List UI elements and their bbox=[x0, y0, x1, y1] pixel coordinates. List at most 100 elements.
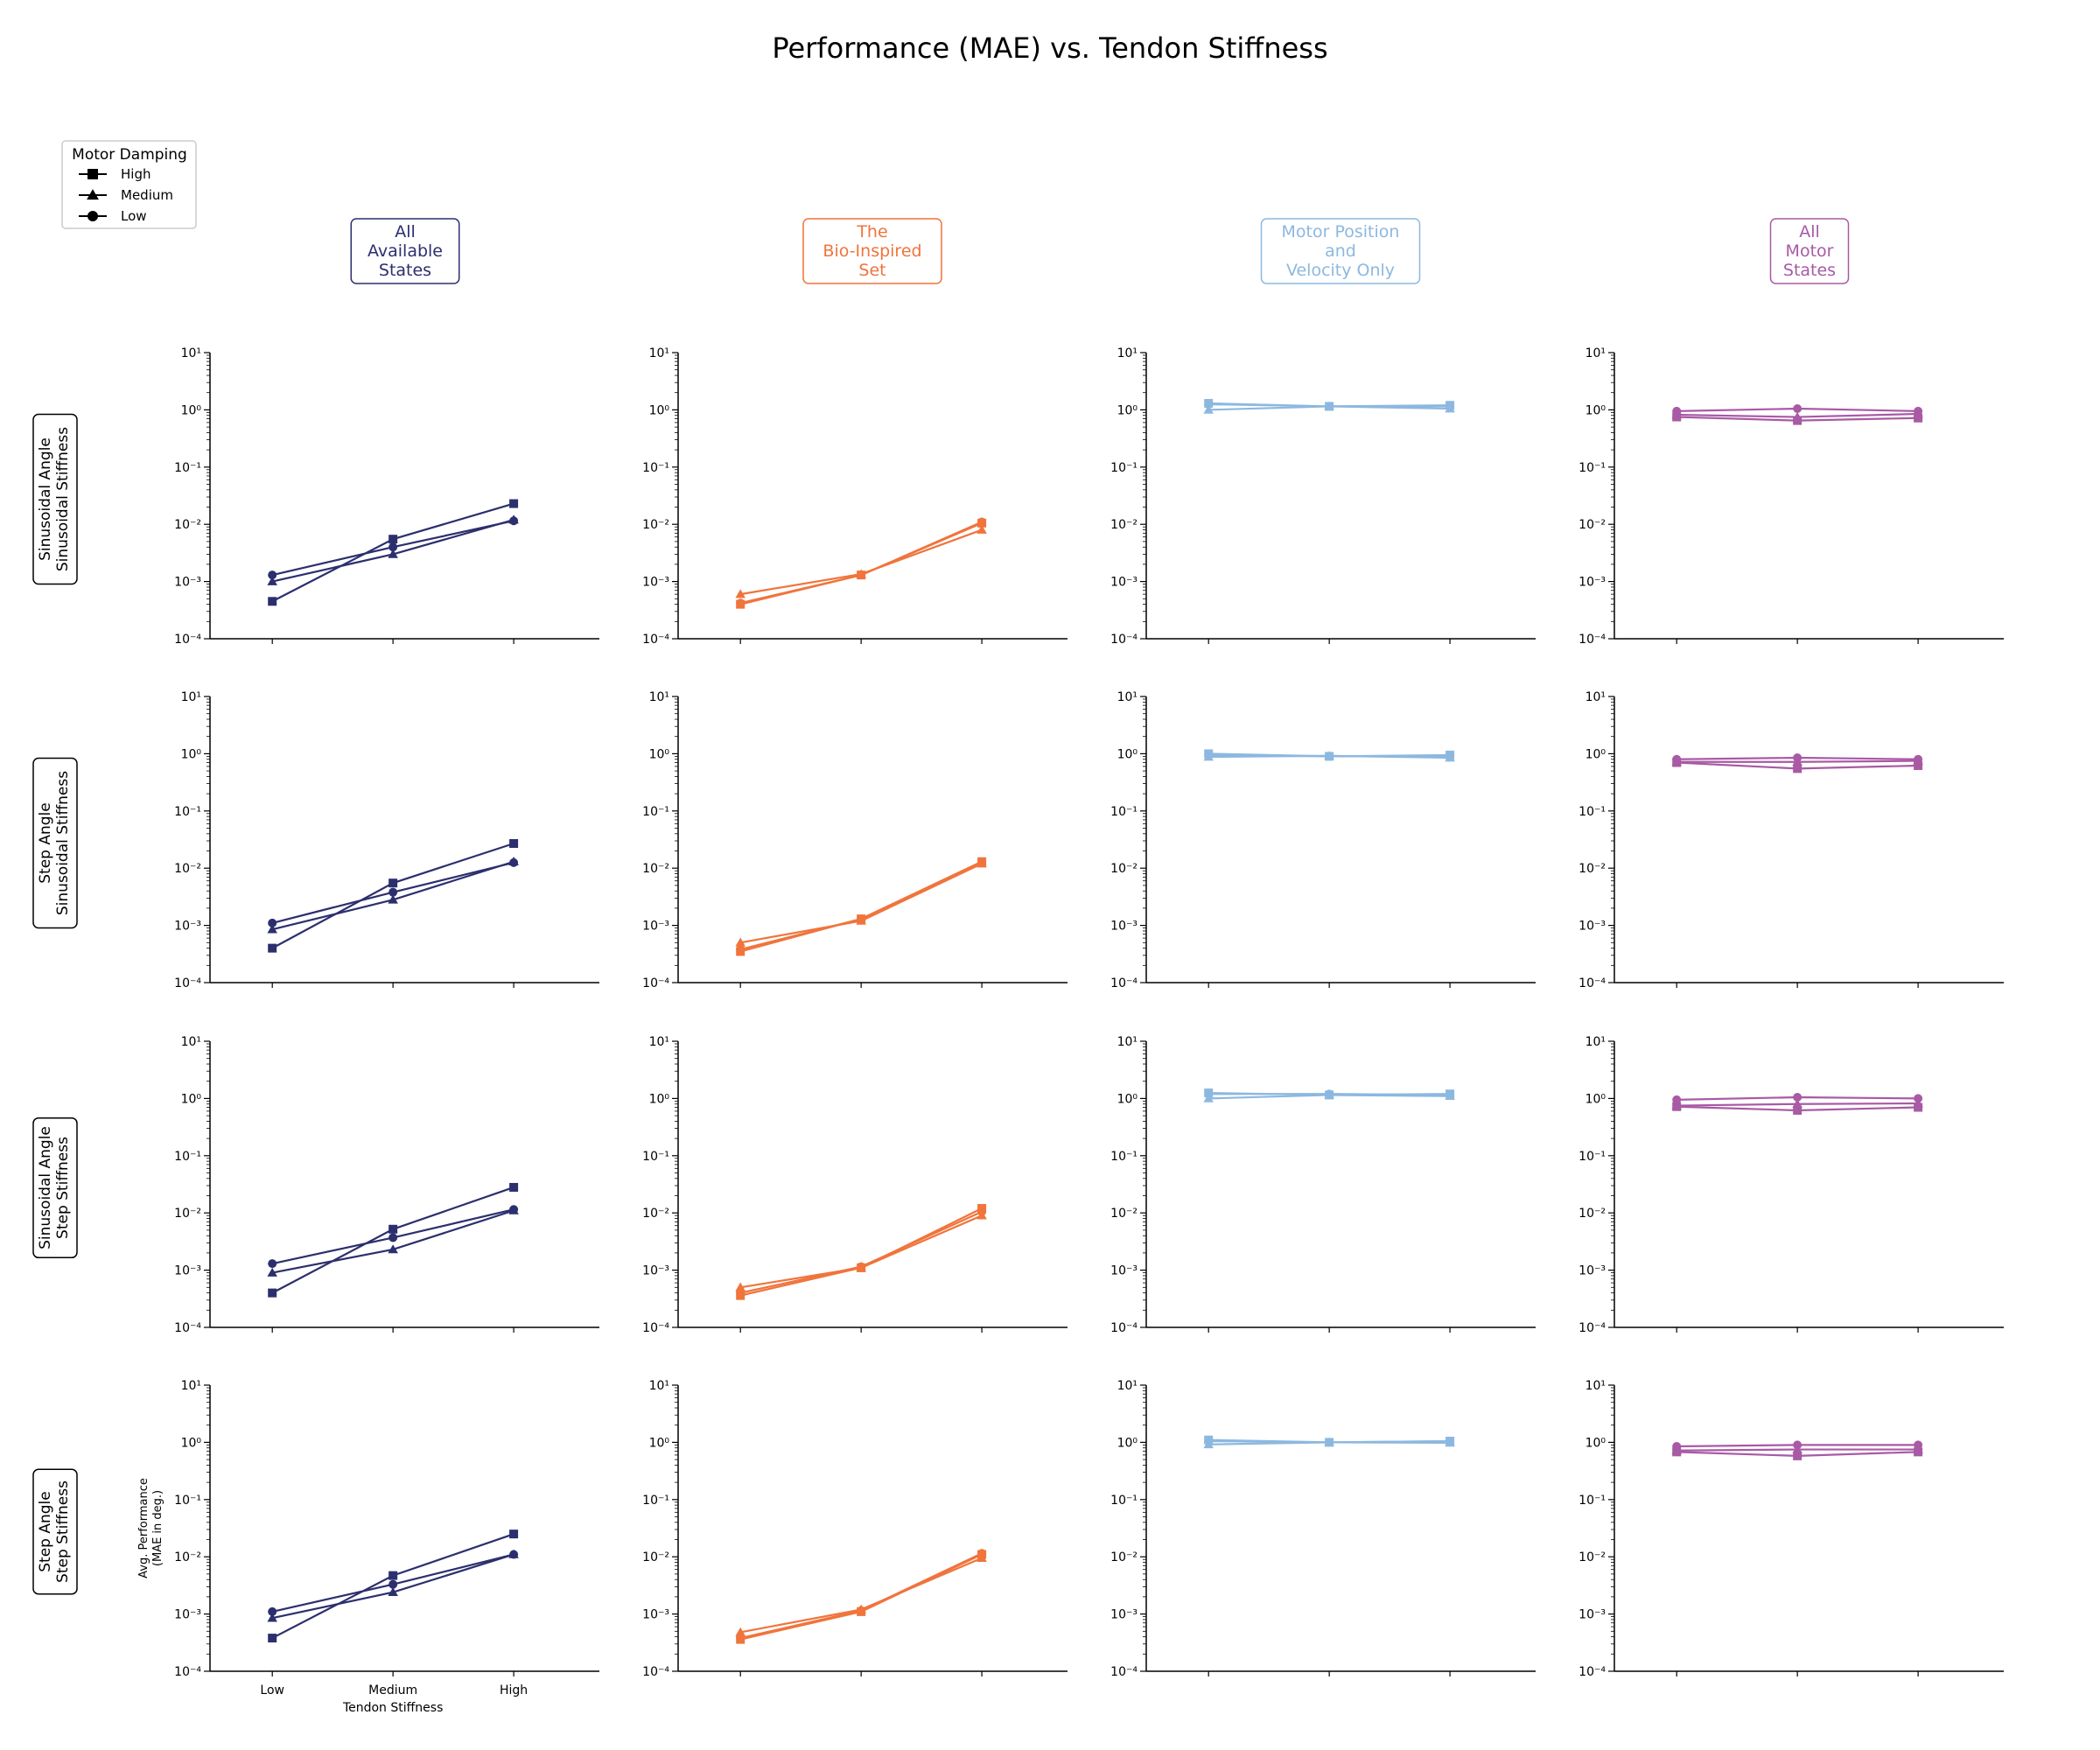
panel-r1-c3: 10⁻⁴ 10⁻³ 10⁻² 10⁻¹ 10⁰ 10¹ bbox=[1110, 346, 1536, 647]
data-point-low bbox=[977, 1549, 987, 1558]
data-point-low bbox=[1446, 752, 1455, 761]
y-tick-label: 10¹ bbox=[181, 346, 201, 360]
data-point-low bbox=[268, 570, 277, 580]
data-point-low bbox=[736, 945, 746, 955]
data-point-low bbox=[1204, 750, 1214, 760]
y-tick-label: 10⁻¹ bbox=[1578, 1150, 1606, 1164]
data-point-low bbox=[736, 598, 746, 608]
panels-grid: 10⁻⁴10⁻³10⁻²10⁻¹10⁰10¹10⁻⁴10⁻³10⁻²10⁻¹10… bbox=[137, 346, 2004, 1715]
y-tick-label: 10⁻⁴ bbox=[1578, 633, 1606, 647]
y-tick-label: 10⁻¹ bbox=[1110, 1150, 1138, 1164]
y-tick-label: 10¹ bbox=[649, 346, 669, 360]
data-point-medium bbox=[388, 1244, 398, 1254]
panel-r2-c3: 10⁻⁴ 10⁻³ 10⁻² 10⁻¹ 10⁰ 10¹ bbox=[1110, 690, 1536, 990]
data-point-low bbox=[857, 1262, 866, 1271]
data-point-medium bbox=[267, 924, 277, 934]
panel-r2-c1: 10⁻⁴ 10⁻³ 10⁻² 10⁻¹ 10⁰ 10¹ bbox=[174, 690, 599, 990]
series-low bbox=[1672, 753, 1923, 764]
y-tick-label: 10⁻² bbox=[1578, 1207, 1606, 1221]
y-tick-label: 10⁻⁴ bbox=[1578, 1321, 1606, 1335]
y-tick-label: 10⁻³ bbox=[1578, 1264, 1606, 1278]
row-header-2: Step Angle Sinusoidal Stiffness bbox=[32, 757, 78, 929]
series-low bbox=[1672, 1093, 1923, 1104]
y-tick-label: 10⁻¹ bbox=[1110, 1494, 1138, 1508]
data-point-high bbox=[1914, 1102, 1923, 1112]
y-tick-label: 10⁻² bbox=[1110, 1207, 1138, 1221]
y-tick-label: 10⁻³ bbox=[174, 576, 201, 590]
y-tick-label: 10⁻² bbox=[174, 1207, 201, 1221]
data-point-low bbox=[1914, 754, 1923, 764]
data-point-low bbox=[1672, 754, 1682, 764]
data-point-medium bbox=[735, 1627, 746, 1636]
data-point-medium bbox=[1792, 1098, 1802, 1109]
data-point-high bbox=[1793, 1105, 1802, 1115]
y-tick-label: 10⁰ bbox=[1117, 1092, 1138, 1106]
legend-frame bbox=[61, 140, 197, 229]
data-point-medium bbox=[976, 524, 987, 534]
data-point-low bbox=[1793, 404, 1802, 414]
data-point-low bbox=[977, 517, 987, 527]
y-tick-label: 10¹ bbox=[1117, 690, 1138, 704]
y-tick-label: 10⁻³ bbox=[1110, 576, 1138, 590]
y-tick-label: 10⁰ bbox=[649, 1092, 670, 1106]
data-point-medium bbox=[267, 1267, 277, 1277]
data-point-low bbox=[1446, 1090, 1455, 1100]
y-tick-label: 10⁰ bbox=[1586, 1092, 1606, 1106]
column-header-box bbox=[1769, 218, 1850, 284]
series-high bbox=[268, 838, 519, 953]
series-high bbox=[268, 499, 519, 606]
y-tick-label: 10⁻³ bbox=[1110, 1264, 1138, 1278]
column-header-line: and bbox=[1325, 242, 1356, 261]
series-low bbox=[268, 1550, 519, 1616]
data-point-low bbox=[1914, 1094, 1923, 1103]
series-high bbox=[268, 1182, 519, 1298]
legend-label: Low bbox=[121, 208, 147, 224]
y-tick-label: 10⁻² bbox=[642, 1207, 669, 1221]
data-point-low bbox=[1672, 1442, 1682, 1452]
panel-r1-c2: 10⁻⁴ 10⁻³ 10⁻² 10⁻¹ 10⁰ 10¹ bbox=[642, 346, 1068, 647]
y-tick-label: 10⁻² bbox=[642, 1550, 669, 1564]
y-tick-label: 10¹ bbox=[1117, 346, 1138, 360]
data-point-medium bbox=[267, 576, 277, 585]
panel-r1-c1: 10⁻⁴ 10⁻³ 10⁻² 10⁻¹ 10⁰ 10¹ bbox=[174, 346, 599, 647]
y-tick-label: 10¹ bbox=[649, 1379, 669, 1393]
data-point-high bbox=[268, 1288, 277, 1298]
row-header-box bbox=[32, 757, 78, 929]
y-tick-label: 10⁻² bbox=[1578, 518, 1606, 532]
series-low bbox=[268, 858, 519, 928]
column-header-line: All bbox=[1799, 222, 1820, 242]
series-low bbox=[1672, 1440, 1923, 1452]
y-tick-label: 10⁰ bbox=[1586, 1436, 1606, 1450]
y-tick-label: 10⁻² bbox=[1110, 518, 1138, 532]
y-tick-label: 10⁰ bbox=[1586, 747, 1606, 761]
data-point-low bbox=[1672, 1095, 1682, 1104]
y-tick-label: 10⁻³ bbox=[642, 576, 669, 590]
data-point-low bbox=[1204, 1089, 1214, 1099]
x-axis-label: Tendon Stiffness bbox=[342, 1701, 443, 1715]
panel-r2-c4: 10⁻⁴ 10⁻³ 10⁻² 10⁻¹ 10⁰ 10¹ bbox=[1578, 690, 2004, 990]
y-tick-label: 10⁻⁴ bbox=[1110, 1665, 1138, 1679]
data-point-low bbox=[736, 1634, 746, 1643]
y-tick-label: 10⁻¹ bbox=[642, 1150, 669, 1164]
y-tick-label: 10⁻¹ bbox=[174, 1494, 201, 1508]
y-tick-label: 10⁻⁴ bbox=[174, 976, 201, 990]
row-header-line: Step Stiffness bbox=[54, 1137, 72, 1239]
series-medium bbox=[735, 1552, 987, 1636]
series-low bbox=[736, 1207, 987, 1298]
y-tick-label: 10⁻³ bbox=[174, 1608, 201, 1622]
legend-entry-medium: Medium bbox=[79, 187, 173, 203]
data-point-medium bbox=[267, 1613, 277, 1622]
series-low bbox=[268, 1205, 519, 1269]
y-tick-label: 10⁻² bbox=[174, 862, 201, 876]
legend-label: High bbox=[121, 166, 150, 182]
y-tick-label: 10¹ bbox=[181, 690, 201, 704]
y-tick-label: 10⁻¹ bbox=[174, 461, 201, 475]
y-axis-label-line: (MAE in deg.) bbox=[151, 1490, 164, 1566]
row-header-line: Sinusoidal Stiffness bbox=[54, 427, 72, 571]
series-low bbox=[736, 1549, 987, 1643]
y-tick-label: 10¹ bbox=[181, 1379, 201, 1393]
y-tick-label: 10⁻³ bbox=[1110, 920, 1138, 934]
